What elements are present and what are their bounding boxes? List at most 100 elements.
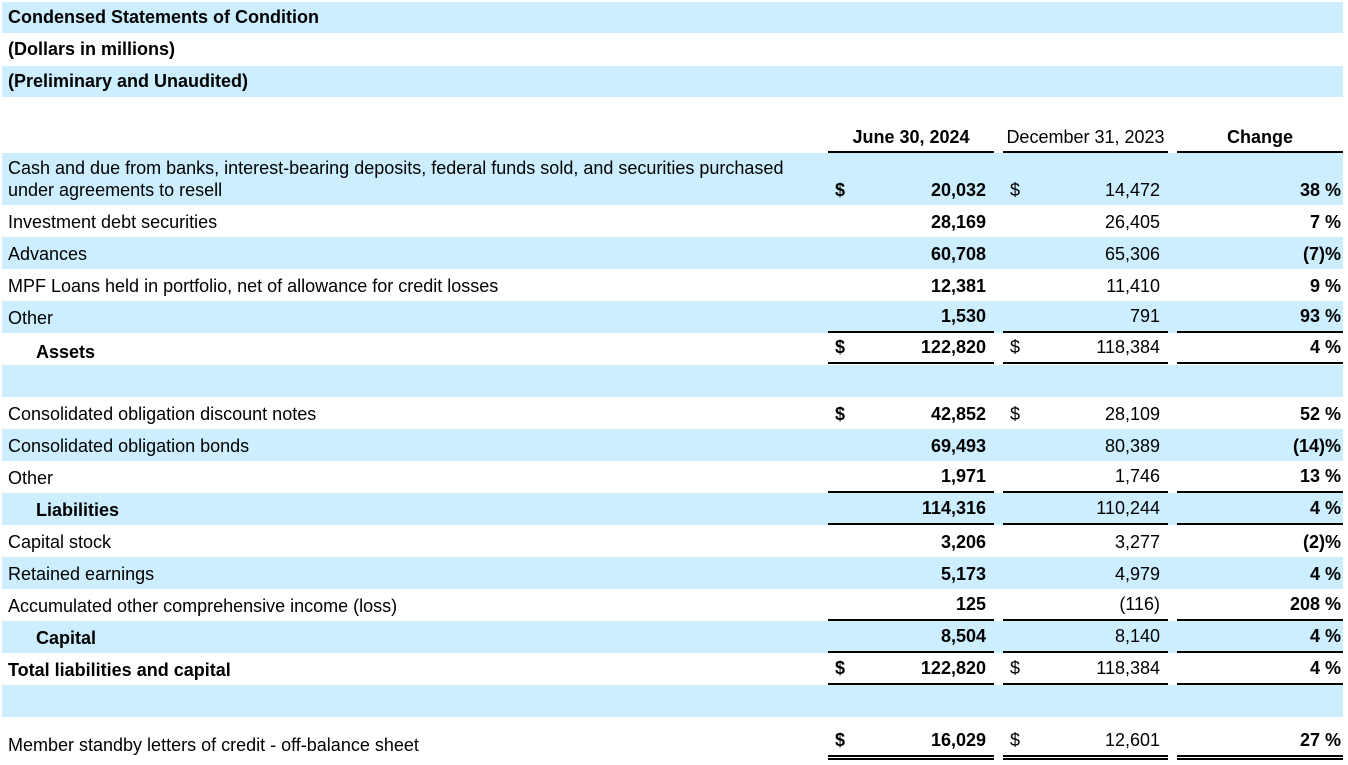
cell-value: 60,708	[930, 244, 986, 264]
value-change: 38 %	[1177, 153, 1343, 205]
cell-value: 52 %	[1299, 404, 1341, 424]
cell-value: 3,206	[940, 532, 986, 552]
row-label	[2, 365, 828, 397]
cell-value: 4 %	[1309, 658, 1341, 678]
value-june-2024: 69,493	[828, 429, 994, 461]
table-row: Assets $122,820 $118,384 4 %	[2, 333, 1343, 367]
cell-value: 38 %	[1299, 180, 1341, 200]
cell-value: 11,410	[1106, 276, 1160, 296]
value-dec-2023: (116)	[1003, 589, 1168, 621]
value-june-2024: $122,820	[828, 333, 994, 367]
table-row: Cash and due from banks, interest-bearin…	[2, 153, 1343, 205]
value-june-2024: $20,032	[828, 153, 994, 205]
dollar-sign: $	[1010, 180, 1021, 200]
cell-value: 110,244	[1096, 498, 1160, 518]
row-label: Retained earnings	[8, 564, 155, 584]
cell-value: 791	[1129, 306, 1160, 326]
value-june-2024: 3,206	[828, 525, 994, 557]
cell-value: 28,169	[930, 212, 986, 232]
value-change: 52 %	[1177, 397, 1343, 429]
value-dec-2023: $14,472	[1003, 153, 1168, 205]
dollar-sign: $	[1010, 337, 1021, 357]
row-label: Member standby letters of credit - off-b…	[8, 735, 419, 755]
dollar-sign: $	[835, 404, 846, 424]
cell-value: 20,032	[930, 180, 986, 200]
dollar-sign: $	[835, 730, 846, 750]
value-change: 208 %	[1177, 589, 1343, 621]
table-row	[2, 365, 1343, 397]
row-label: Capital stock	[8, 532, 112, 552]
cell-value: 8,140	[1114, 626, 1160, 646]
value-dec-2023: 26,405	[1003, 205, 1168, 237]
row-label: Investment debt securities	[8, 212, 218, 232]
value-change: 4 %	[1177, 333, 1343, 367]
table-row: Total liabilities and capital $122,820 $11…	[2, 653, 1343, 685]
header-spacer	[2, 100, 828, 153]
dollar-sign: $	[835, 180, 846, 200]
dollar-sign: $	[835, 337, 846, 357]
dollar-sign: $	[1010, 658, 1021, 678]
value-dec-2023: 3,277	[1003, 525, 1168, 557]
table-row: Capital 8,504 8,140 4 %	[2, 621, 1343, 653]
value-june-2024: 5,173	[828, 557, 994, 589]
cell-value: (2)%	[1302, 532, 1341, 552]
cell-value: 12,381	[930, 276, 986, 296]
value-june-2024: 60,708	[828, 237, 994, 269]
value-change: 4 %	[1177, 621, 1343, 653]
cell-value: 125	[955, 594, 986, 614]
value-dec-2023: 4,979	[1003, 557, 1168, 589]
cell-value: 8,504	[940, 626, 986, 646]
value-june-2024: $122,820	[828, 653, 994, 685]
row-label: Other	[8, 308, 54, 328]
header-dec-2023: December 31, 2023	[1003, 100, 1168, 153]
row-label: Consolidated obligation bonds	[8, 436, 250, 456]
cell-value: 26,405	[1104, 212, 1160, 232]
value-change: 27 %	[1177, 717, 1343, 760]
value-dec-2023: 65,306	[1003, 237, 1168, 269]
value-dec-2023: 8,140	[1003, 621, 1168, 653]
cell-value: 114,316	[921, 498, 986, 518]
dollar-sign: $	[835, 658, 846, 678]
table-row: Consolidated obligation bonds 69,493 80,38…	[2, 429, 1343, 461]
value-change	[1177, 365, 1343, 397]
cell-value: 3,277	[1114, 532, 1160, 552]
table-row: Accumulated other comprehensive income (…	[2, 589, 1343, 621]
table-row: Advances 60,708 65,306 (7)%	[2, 237, 1343, 269]
cell-value: 118,384	[1096, 337, 1160, 357]
statement-units: (Dollars in millions)	[2, 34, 1343, 65]
dollar-sign: $	[1010, 404, 1021, 424]
status-text: (Preliminary and Unaudited)	[8, 71, 249, 91]
cell-value: 4 %	[1309, 498, 1341, 518]
value-change: 4 %	[1177, 493, 1343, 525]
value-dec-2023: $118,384	[1003, 653, 1168, 685]
statement-title: Condensed Statements of Condition	[2, 2, 1343, 33]
value-dec-2023: $118,384	[1003, 333, 1168, 367]
value-change: (2)%	[1177, 525, 1343, 557]
cell-value: 9 %	[1309, 276, 1341, 296]
cell-value: 122,820	[920, 658, 986, 678]
value-june-2024	[828, 685, 994, 717]
value-change: (7)%	[1177, 237, 1343, 269]
row-label: Advances	[8, 244, 88, 264]
table-row: Other 1,530 791 93 %	[2, 301, 1343, 333]
cell-value: 7 %	[1309, 212, 1341, 232]
cell-value: 4 %	[1309, 626, 1341, 646]
cell-value: 42,852	[930, 404, 986, 424]
table-row: Capital stock 3,206 3,277 (2)%	[2, 525, 1343, 557]
row-label: Total liabilities and capital	[8, 660, 231, 680]
title-text: Condensed Statements of Condition	[8, 7, 320, 27]
cell-value: 4 %	[1309, 337, 1341, 357]
cell-value: 118,384	[1096, 658, 1160, 678]
table-row: Member standby letters of credit - off-b…	[2, 717, 1343, 760]
value-change	[1177, 685, 1343, 717]
row-label: Other	[8, 468, 54, 488]
statement-status: (Preliminary and Unaudited)	[2, 66, 1343, 97]
cell-value: 13 %	[1299, 466, 1341, 486]
value-change: 9 %	[1177, 269, 1343, 301]
value-dec-2023: 791	[1003, 301, 1168, 333]
cell-value: 93 %	[1299, 306, 1341, 326]
row-label: Liabilities	[36, 500, 120, 520]
cell-value: 80,389	[1104, 436, 1160, 456]
cell-value: 4 %	[1309, 564, 1341, 584]
value-june-2024: 12,381	[828, 269, 994, 301]
